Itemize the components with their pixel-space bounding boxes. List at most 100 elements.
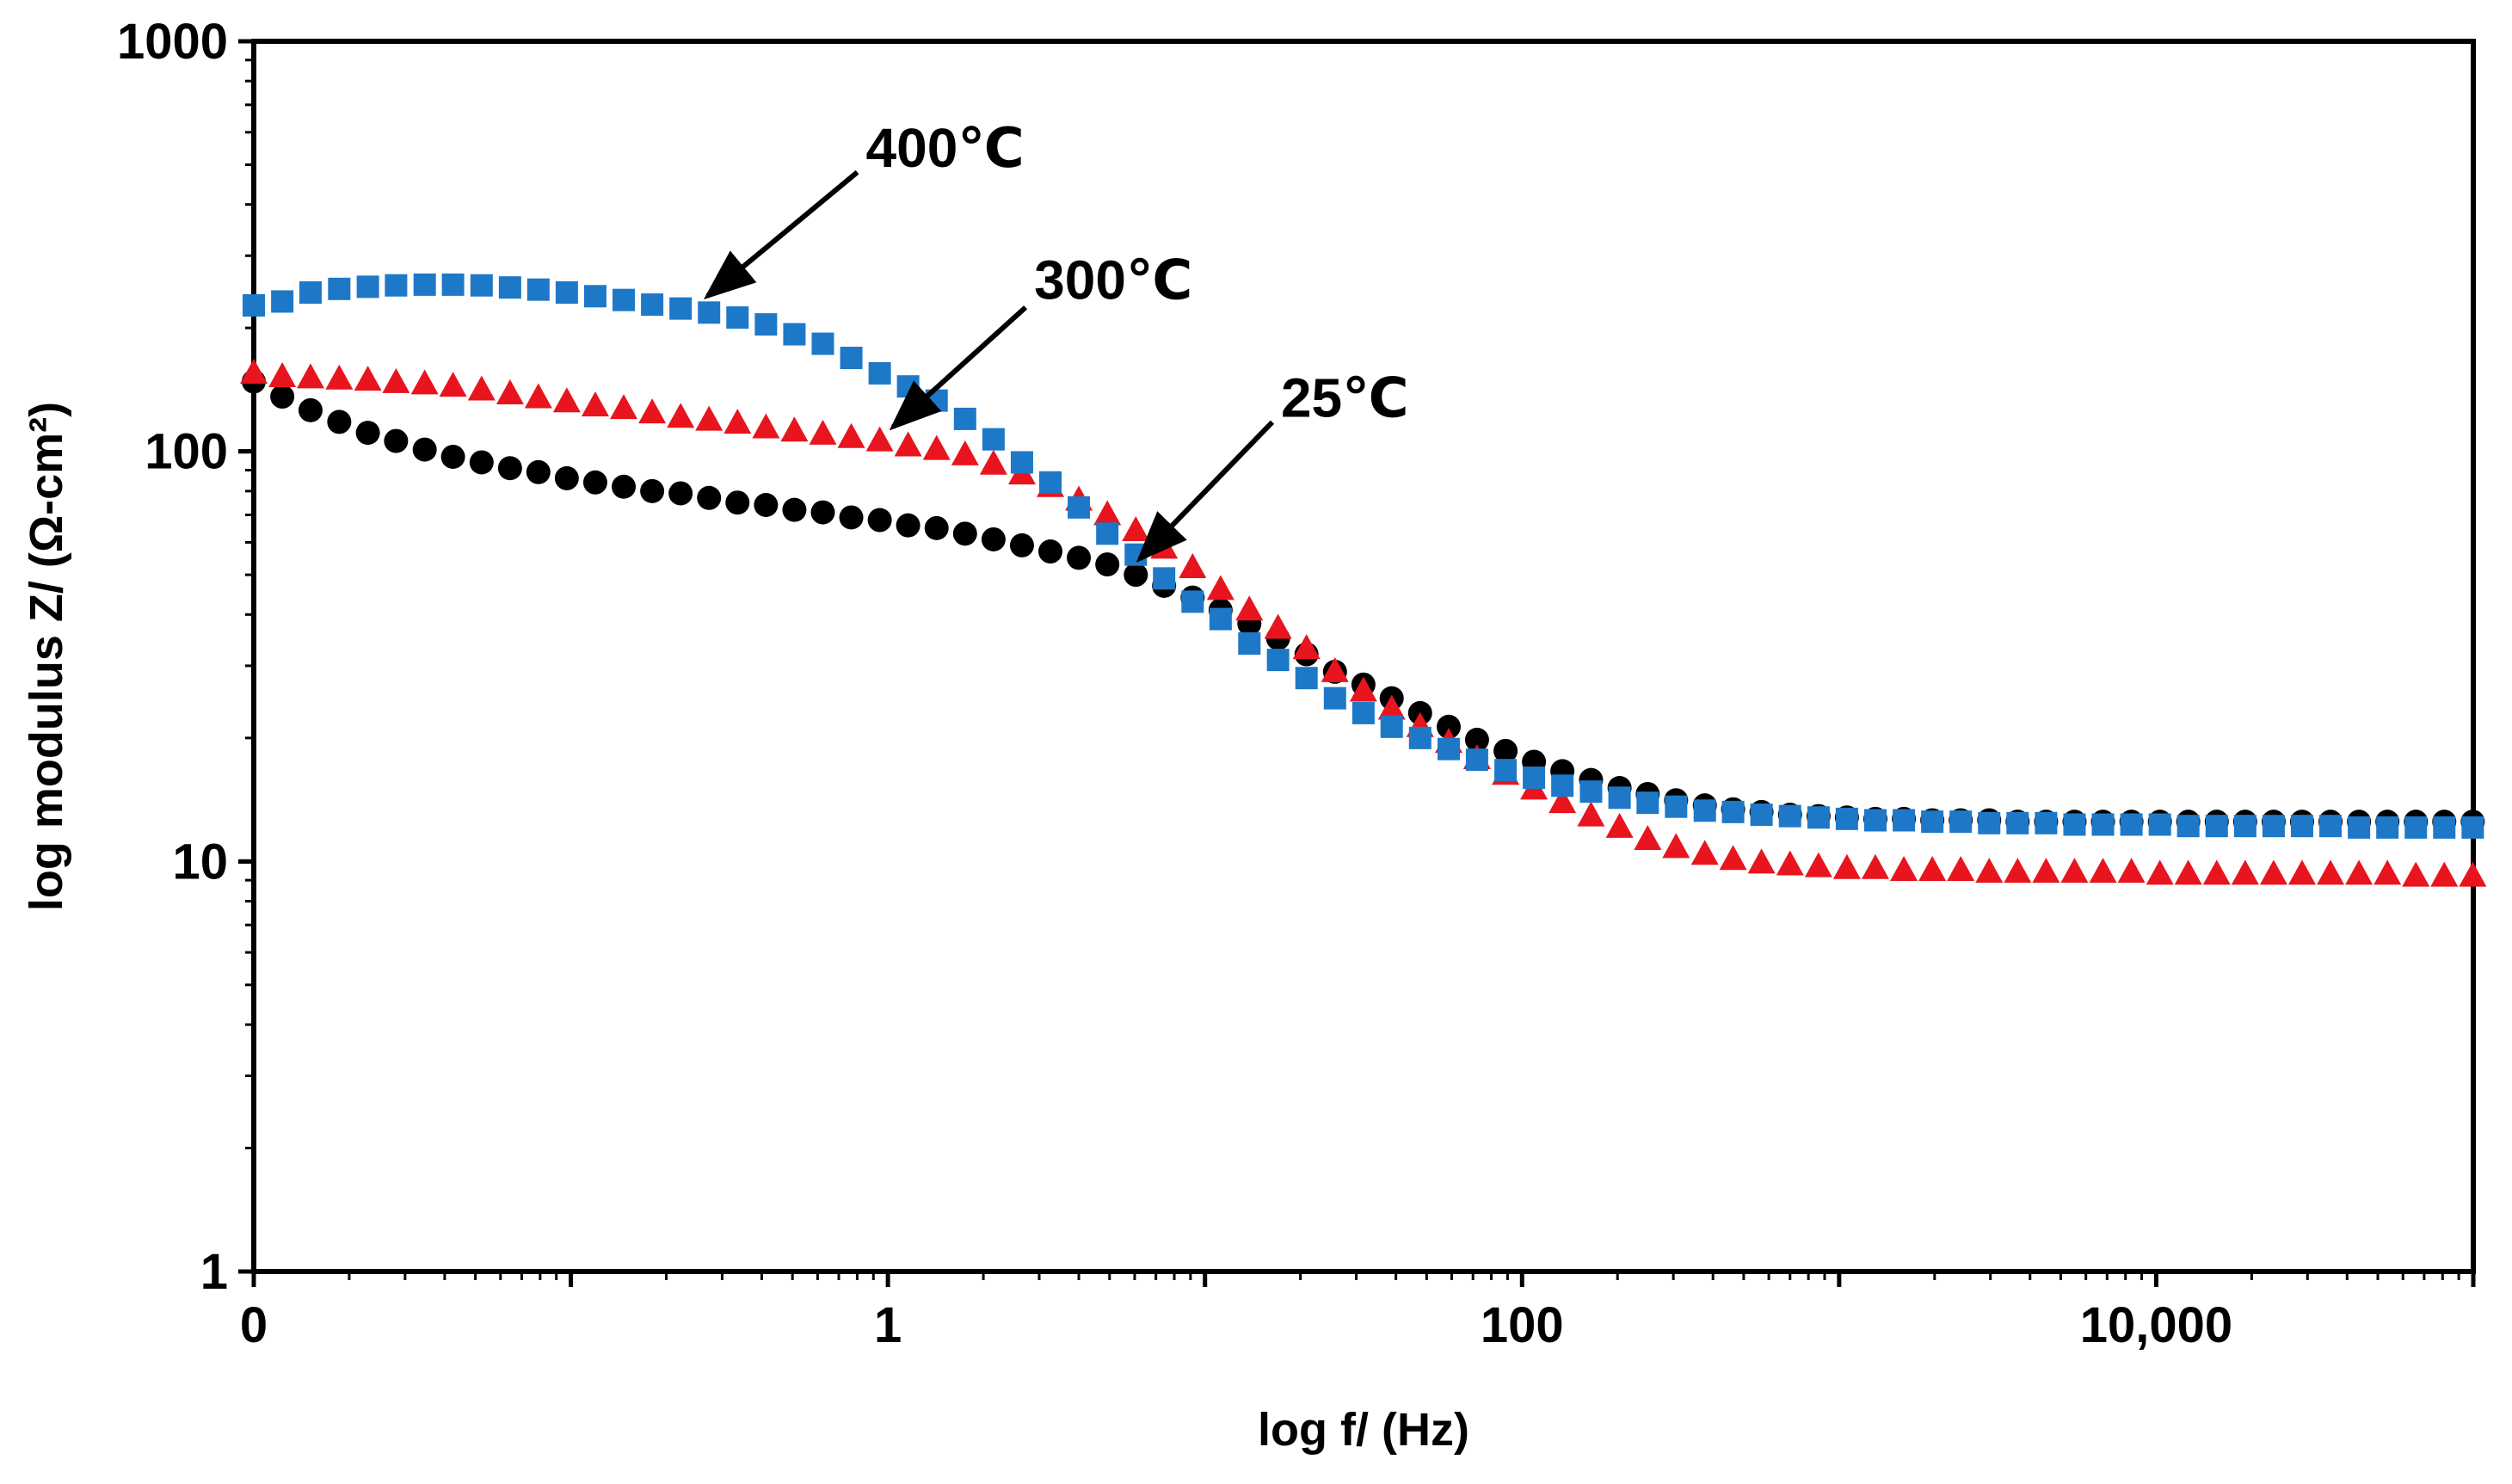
y-tick-label: 1000 [117, 14, 228, 70]
data-point-square [2035, 811, 2058, 834]
data-point-square [1807, 806, 1830, 829]
annotation-label: 400℃ [866, 117, 1025, 179]
data-point-circle [440, 444, 465, 469]
data-point-triangle [1804, 852, 1832, 877]
data-point-square [385, 274, 408, 297]
data-point-square [1266, 649, 1290, 672]
data-point-square [2120, 813, 2143, 836]
data-point-triangle [752, 413, 780, 439]
data-point-square [2176, 815, 2200, 838]
annotation-arrow [889, 305, 1028, 431]
data-point-circle [754, 492, 779, 517]
data-point-triangle [240, 358, 268, 384]
data-point-square [1835, 807, 1858, 830]
annotations-layer: 400℃ 300℃ 25℃ [703, 117, 1409, 563]
data-point-triangle [2146, 859, 2174, 885]
data-point-square [243, 293, 265, 317]
data-point-square [1978, 811, 2001, 834]
data-point-circle [1493, 738, 1518, 763]
y-tick-label: 100 [145, 424, 228, 480]
data-point-square [1096, 522, 1119, 545]
data-point-circle [469, 450, 494, 475]
data-point-square [2063, 813, 2086, 836]
data-point-triangle [2287, 859, 2316, 885]
data-point-triangle [894, 431, 922, 457]
data-point-square [2348, 816, 2371, 839]
data-point-square [2262, 815, 2285, 838]
data-point-circle [810, 500, 835, 525]
annotation-label: 300℃ [1034, 249, 1192, 311]
data-point-circle [1095, 552, 1120, 577]
data-point-triangle [2174, 859, 2202, 885]
data-point-square [1380, 715, 1403, 738]
data-point-square [2148, 813, 2171, 836]
data-point-square [2233, 815, 2256, 838]
data-point-square [840, 347, 863, 370]
data-point-triangle [1377, 694, 1406, 720]
data-point-triangle [1918, 855, 1947, 881]
data-point-triangle [382, 367, 410, 393]
data-point-circle [1067, 545, 1092, 570]
data-point-triangle [325, 364, 354, 390]
data-point-triangle [2117, 858, 2146, 884]
data-point-triangle [979, 449, 1007, 475]
data-point-triangle [1605, 812, 1634, 838]
data-point-square [2006, 811, 2029, 834]
data-point-triangle [610, 394, 638, 420]
data-point-square [2433, 816, 2456, 839]
data-point-square [441, 273, 465, 296]
data-point-triangle [2402, 861, 2430, 887]
data-point-circle [924, 515, 949, 540]
data-point-square [669, 297, 693, 320]
x-tick-label: 0 [240, 1297, 268, 1353]
data-point-triangle [1832, 853, 1861, 879]
data-point-triangle [1861, 853, 1889, 879]
data-point-square [1323, 687, 1346, 710]
data-point-triangle [581, 391, 609, 416]
data-point-triangle [2231, 859, 2259, 885]
data-point-triangle [951, 440, 979, 465]
data-point-triangle [1634, 825, 1662, 851]
data-point-square [470, 274, 493, 297]
data-point-circle [725, 490, 750, 515]
x-axis-title: log f/ (Hz) [1258, 1404, 1469, 1456]
data-point-square [754, 313, 778, 336]
data-point-square [555, 281, 578, 305]
data-point-circle [412, 437, 437, 462]
data-point-square [783, 323, 806, 346]
data-point-triangle [1321, 656, 1349, 682]
data-point-square [299, 281, 322, 305]
data-point-square [413, 273, 436, 296]
data-point-triangle [723, 409, 752, 434]
data-point-square [982, 428, 1005, 451]
data-point-square [1238, 631, 1261, 655]
data-point-circle [384, 428, 409, 453]
data-point-square [1721, 800, 1745, 823]
series-square [243, 273, 2484, 839]
data-point-triangle [1662, 833, 1690, 859]
data-point-triangle [837, 422, 865, 448]
data-point-triangle [2060, 858, 2089, 884]
data-point-square [2376, 816, 2399, 839]
data-point-triangle [354, 366, 382, 391]
x-tick-label: 100 [1481, 1297, 1564, 1353]
series-circle [242, 369, 2485, 834]
data-point-square [1408, 726, 1431, 749]
data-point-square [613, 288, 636, 311]
data-point-square [1750, 804, 1773, 827]
data-point-circle [697, 485, 722, 510]
data-point-circle [981, 526, 1006, 551]
data-point-triangle [1264, 613, 1292, 639]
data-point-square [1351, 701, 1375, 724]
data-point-circle [1009, 533, 1034, 557]
data-point-triangle [1235, 595, 1264, 621]
data-point-triangle [780, 416, 809, 442]
data-point-square [811, 332, 834, 355]
data-point-triangle [1690, 840, 1719, 865]
data-point-square [356, 275, 379, 299]
data-point-triangle [1719, 845, 1747, 871]
data-point-square [526, 278, 550, 301]
data-point-circle [867, 508, 892, 533]
